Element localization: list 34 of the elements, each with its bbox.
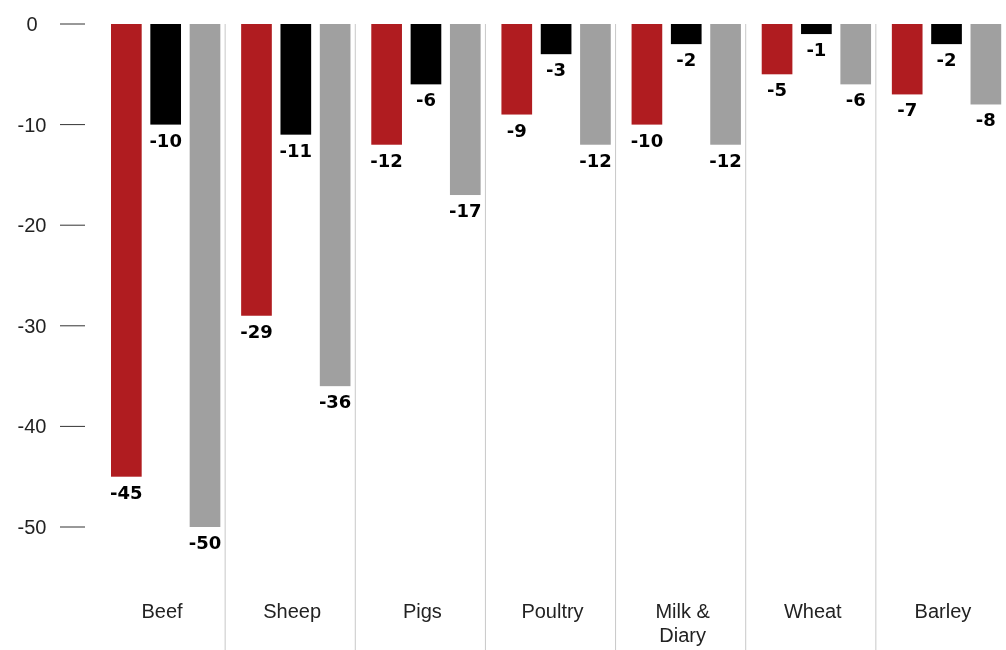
data-label: -11: [279, 139, 313, 161]
x-tick-label: Sheep: [263, 600, 322, 622]
data-label: -9: [506, 119, 527, 141]
data-label: -17: [449, 200, 482, 222]
data-label: -5: [767, 79, 788, 101]
data-label: -10: [630, 129, 664, 151]
y-tick-label: -20: [17, 214, 47, 237]
data-label: -2: [936, 49, 957, 71]
y-tick-label: -50: [17, 516, 47, 538]
y-tick-label: -30: [17, 314, 47, 337]
x-tick-label: Wheat: [783, 600, 843, 622]
y-tick-label: -10: [17, 113, 47, 136]
x-tick-label: Barley: [914, 600, 972, 622]
data-label: -1: [806, 39, 827, 61]
data-label: -12: [709, 149, 742, 171]
y-tick-label: -40: [17, 415, 47, 438]
x-tick-label: Beef: [141, 600, 184, 622]
data-label: -29: [240, 320, 273, 342]
data-label: -3: [546, 59, 567, 81]
data-label: -2: [676, 49, 697, 71]
y-tick-label: 0: [26, 13, 38, 35]
data-label: -12: [370, 149, 403, 171]
data-label: -8: [975, 109, 996, 131]
data-label: -10: [149, 129, 182, 151]
x-tick-label: Pigs: [402, 600, 442, 622]
data-label: -7: [897, 99, 918, 121]
data-label: -45: [110, 481, 143, 503]
x-tick-label: Poultry: [521, 600, 584, 622]
data-label: -36: [318, 391, 352, 413]
data-label: -50: [188, 532, 222, 553]
x-tick-label: Milk & Diary: [655, 600, 711, 646]
data-label: -6: [415, 89, 436, 111]
data-label: -6: [845, 89, 866, 111]
data-label: -12: [579, 149, 612, 171]
